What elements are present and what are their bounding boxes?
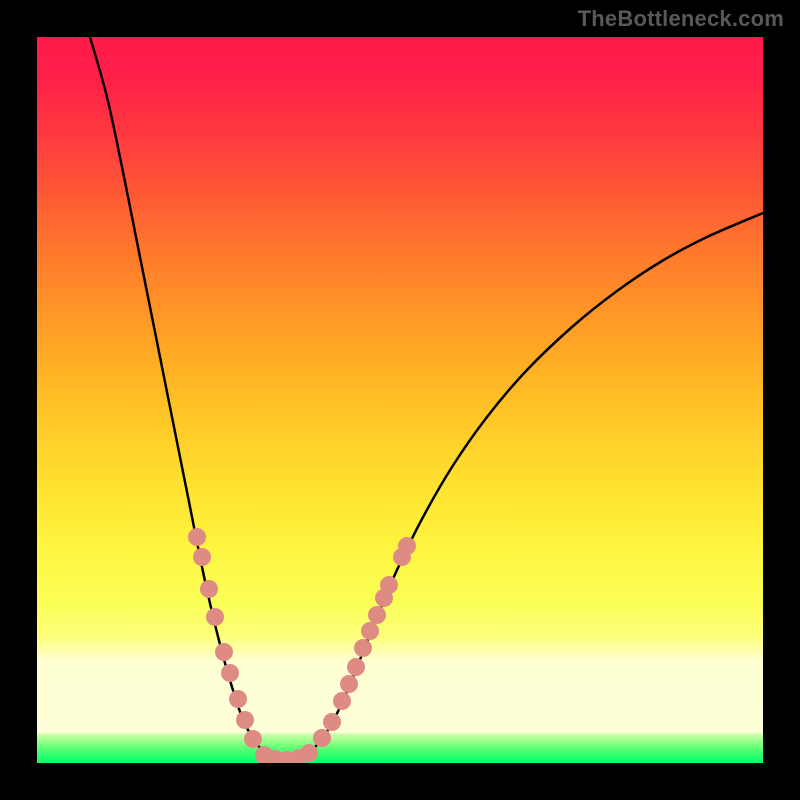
data-dot: [323, 713, 341, 731]
chart-frame: [37, 37, 763, 763]
gradient-background: [37, 37, 763, 763]
watermark-text: TheBottleneck.com: [578, 6, 784, 32]
data-dot: [354, 639, 372, 657]
data-dot: [333, 692, 351, 710]
data-dot: [368, 606, 386, 624]
data-dot: [215, 643, 233, 661]
bottleneck-chart: [37, 37, 763, 763]
data-dot: [313, 729, 331, 747]
data-dot: [361, 622, 379, 640]
data-dot: [206, 608, 224, 626]
data-dot: [340, 675, 358, 693]
data-dot: [236, 711, 254, 729]
data-dot: [188, 528, 206, 546]
data-dot: [380, 576, 398, 594]
data-dot: [200, 580, 218, 598]
data-dot: [347, 658, 365, 676]
data-dot: [229, 690, 247, 708]
data-dot: [221, 664, 239, 682]
data-dot: [300, 744, 318, 762]
data-dot: [244, 730, 262, 748]
data-dot: [193, 548, 211, 566]
data-dot: [398, 537, 416, 555]
